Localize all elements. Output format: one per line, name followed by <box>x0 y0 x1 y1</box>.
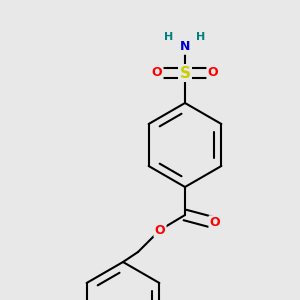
Text: O: O <box>152 67 162 80</box>
Text: O: O <box>155 224 165 236</box>
Text: S: S <box>179 65 191 80</box>
Text: O: O <box>210 217 220 230</box>
Text: H: H <box>164 32 174 42</box>
Text: N: N <box>180 40 190 53</box>
Text: O: O <box>208 67 218 80</box>
Text: H: H <box>196 32 206 42</box>
